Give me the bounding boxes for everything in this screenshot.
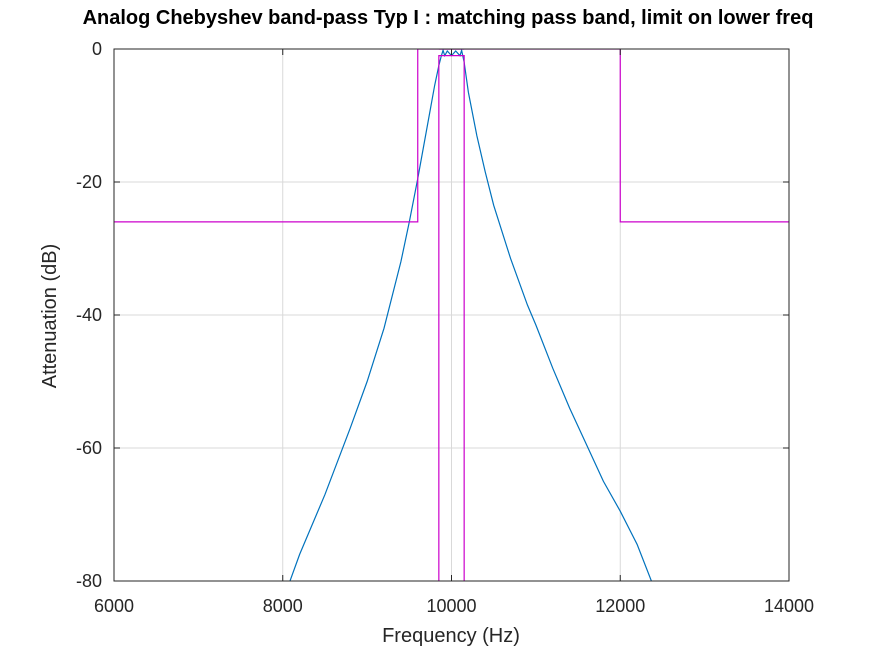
y-tick-label: -60 <box>76 438 102 458</box>
axis-ticks: 6000 8000 10000 12000 14000 0 -20 -40 -60 -80 <box>76 39 814 616</box>
x-tick-label: 12000 <box>595 596 645 616</box>
y-axis-label: Attenuation (dB) <box>39 244 61 389</box>
stopband-limit-line <box>114 49 789 223</box>
y-tick-label: -20 <box>76 172 102 192</box>
y-tick-label: 0 <box>92 39 102 59</box>
x-tick-label: 10000 <box>426 596 476 616</box>
y-tick-label: -40 <box>76 305 102 325</box>
passband-limit-lower-line <box>438 55 465 581</box>
grid <box>113 48 790 582</box>
y-tick-label: -80 <box>76 571 102 591</box>
x-tick-label: 8000 <box>263 596 303 616</box>
x-tick-label: 14000 <box>764 596 814 616</box>
plot-area <box>114 49 789 581</box>
x-tick-label: 6000 <box>94 596 134 616</box>
response-line <box>289 49 653 581</box>
x-axis-label: Frequency (Hz) <box>382 625 520 647</box>
chart-title: Analog Chebyshev band-pass Typ I : match… <box>83 7 814 29</box>
